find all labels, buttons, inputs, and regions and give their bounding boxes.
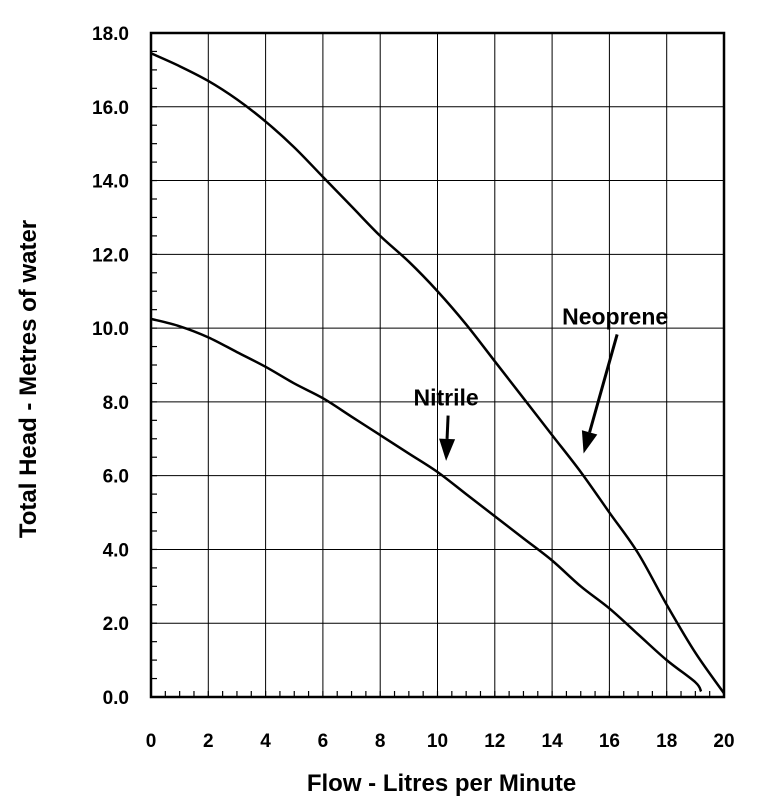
- y-tick-label: 10.0: [92, 319, 129, 340]
- x-tick-label: 6: [318, 731, 329, 752]
- grid: [150, 32, 725, 698]
- annotation-arrowhead-nitrile: [439, 438, 456, 461]
- x-tick-label: 4: [260, 731, 271, 752]
- series-lines: [150, 52, 726, 695]
- x-tick-labels: 0 2 4 6 8 10 12 14 16 18 20: [146, 731, 735, 752]
- y-tick-label: 18.0: [92, 24, 129, 45]
- x-tick-label: 8: [375, 731, 386, 752]
- y-tick-labels: 0.0 2.0 4.0 6.0 8.0 10.0 12.0 14.0 16.0 18.0: [92, 24, 129, 709]
- x-tick-label: 2: [203, 731, 214, 752]
- y-tick-label: 2.0: [103, 614, 129, 635]
- series-line-neoprene: [150, 52, 726, 695]
- x-tick-label: 12: [484, 731, 505, 752]
- y-tick-label: 4.0: [103, 540, 129, 561]
- x-tick-label: 20: [713, 731, 734, 752]
- y-tick-label: 12.0: [92, 245, 129, 266]
- x-tick-label: 18: [656, 731, 677, 752]
- y-axis-title: Total Head - Metres of water: [15, 220, 42, 538]
- minor-ticks: [150, 32, 725, 698]
- y-tick-label: 6.0: [103, 467, 129, 488]
- annotation-arrowhead-neoprene: [581, 430, 598, 454]
- x-tick-label: 16: [599, 731, 620, 752]
- x-tick-label: 14: [542, 731, 564, 752]
- annotation-arrow-neoprene: [588, 334, 619, 433]
- annotation-arrow-nitrile: [445, 415, 450, 439]
- y-tick-label: 8.0: [103, 393, 129, 414]
- series-line-nitrile: [150, 317, 703, 693]
- x-tick-label: 0: [146, 731, 157, 752]
- y-tick-label: 0.0: [103, 688, 129, 709]
- y-tick-label: 14.0: [92, 172, 129, 193]
- x-tick-label: 10: [427, 731, 448, 752]
- annotation-label-neoprene: Neoprene: [562, 303, 668, 329]
- x-axis-title: Flow - Litres per Minute: [307, 770, 576, 797]
- annotation-label-nitrile: Nitrile: [414, 385, 479, 411]
- y-tick-label: 16.0: [92, 98, 129, 119]
- annotations: Neoprene Nitrile: [414, 303, 668, 461]
